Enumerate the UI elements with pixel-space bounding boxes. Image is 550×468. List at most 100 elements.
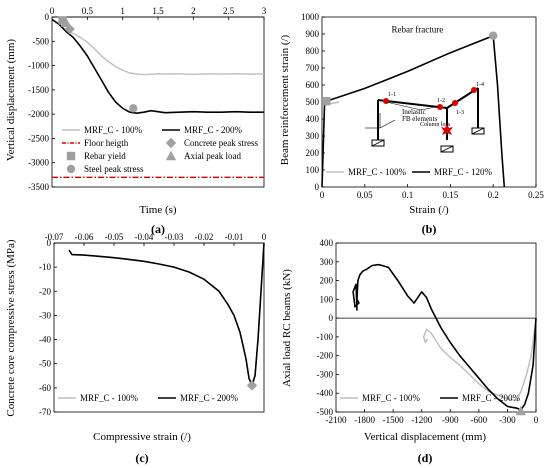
legend-swatch-square bbox=[66, 151, 76, 161]
legend-swatch-diamond bbox=[165, 137, 177, 149]
x-tick-label: -0.01 bbox=[225, 232, 244, 242]
inset-support bbox=[440, 145, 454, 153]
panel-a-ylabel: Vertical displacement (mm) bbox=[5, 39, 17, 162]
series-line-1 bbox=[51, 18, 265, 76]
inset-label-line: FB elements bbox=[402, 115, 437, 123]
data-marker-circle bbox=[129, 104, 138, 113]
x-tick-label: -0.02 bbox=[195, 232, 214, 242]
legend-label: MRF_C - 100% bbox=[84, 125, 143, 135]
inset-leader bbox=[420, 105, 441, 111]
legend-label: MRF_C - 100% bbox=[80, 393, 139, 403]
inset-support-hatch bbox=[371, 139, 385, 147]
annotation-rebar-fracture: Rebar fracture bbox=[391, 25, 443, 35]
y-tick-label: 1000 bbox=[301, 12, 320, 22]
y-tick-label: -3000 bbox=[28, 158, 49, 168]
y-tick-label: -20 bbox=[39, 286, 51, 296]
panel-c-xlabel: Compressive strain (/) bbox=[93, 431, 191, 443]
x-tick-label: 3 bbox=[262, 6, 267, 16]
y-tick-label: 700 bbox=[306, 63, 320, 73]
plot-frame bbox=[335, 242, 537, 413]
series-line-2 bbox=[68, 242, 265, 387]
legend-swatch-triangle bbox=[165, 150, 177, 161]
x-tick-label: 0.1 bbox=[402, 190, 413, 200]
legend-label: Steel peak stress bbox=[84, 164, 144, 174]
inset-label: 1-3 bbox=[456, 110, 464, 116]
legend-label: MRF_C - 120% bbox=[434, 167, 493, 177]
x-tick-label: 2 bbox=[191, 6, 196, 16]
y-tick-label: -200 bbox=[317, 351, 334, 361]
legend-label: Axial peak load bbox=[184, 151, 241, 161]
legend-label: MRF_C - 200% bbox=[180, 393, 239, 403]
y-tick-label: 100 bbox=[306, 165, 320, 175]
legend-label: MRF_C - 200% bbox=[462, 393, 521, 403]
y-tick-label: 200 bbox=[320, 276, 334, 286]
y-tick-label: 0 bbox=[47, 238, 52, 248]
inset-leader bbox=[385, 101, 422, 111]
x-tick-label: -0.03 bbox=[165, 232, 184, 242]
y-tick-label: -2000 bbox=[28, 109, 49, 119]
y-tick-label: -1500 bbox=[28, 85, 49, 95]
x-tick-label: -0.04 bbox=[135, 232, 154, 242]
y-tick-label: 500 bbox=[306, 97, 320, 107]
x-tick-label: -0.06 bbox=[75, 232, 94, 242]
x-tick-label: 0.05 bbox=[357, 190, 373, 200]
x-tick-label: 0.15 bbox=[443, 190, 459, 200]
inset-node bbox=[452, 100, 458, 106]
y-tick-label: -500 bbox=[317, 407, 334, 417]
legend-swatch-circle bbox=[66, 164, 76, 174]
y-tick-label: 100 bbox=[320, 294, 334, 304]
legend-label: MRF_C - 100% bbox=[362, 393, 421, 403]
inset-axis-line bbox=[379, 119, 396, 129]
data-marker-diamond bbox=[246, 380, 258, 391]
x-tick-label: -1800 bbox=[354, 415, 375, 425]
legend-label: Concrete peak stress bbox=[184, 138, 258, 148]
panel-d-xlabel: Vertical displacement (mm) bbox=[364, 431, 487, 443]
panel-b-chart: Beam reinforcement strain (/) Strain (/)… bbox=[279, 12, 544, 236]
y-tick-label: 300 bbox=[320, 257, 334, 267]
x-tick-label: -900 bbox=[442, 415, 459, 425]
inset-node bbox=[437, 104, 443, 110]
panel-d-chart: Axial load RC beams (kN) Vertical displa… bbox=[281, 238, 539, 465]
series-line-1 bbox=[422, 318, 537, 402]
inset-label: 1-4 bbox=[476, 82, 484, 88]
x-tick-label: 1.5 bbox=[152, 6, 164, 16]
inset-node bbox=[383, 98, 389, 104]
plot-frame bbox=[321, 16, 537, 188]
y-tick-label: 0 bbox=[315, 182, 320, 192]
data-marker-circle bbox=[489, 31, 498, 40]
legend-label: Rebar yield bbox=[84, 151, 126, 161]
x-tick-label: 0.5 bbox=[82, 6, 94, 16]
inset-support-hatch bbox=[471, 127, 485, 135]
legend: MRF_C - 100% MRF_C - 120% bbox=[326, 167, 493, 177]
y-tick-label: 0 bbox=[45, 12, 50, 22]
x-tick-label: 0.25 bbox=[528, 190, 544, 200]
y-tick-label: -60 bbox=[39, 383, 51, 393]
y-tick-label: -1000 bbox=[28, 61, 49, 71]
x-tick-label: 0.2 bbox=[488, 190, 499, 200]
panel-a-label: (a) bbox=[151, 222, 165, 236]
inset-support bbox=[471, 127, 485, 135]
y-tick-label: -50 bbox=[39, 359, 51, 369]
x-tick-label: -300 bbox=[499, 415, 516, 425]
inset-label-line: Inelastic bbox=[402, 108, 426, 116]
y-tick-label: 200 bbox=[306, 148, 320, 158]
y-tick-label: -70 bbox=[39, 407, 51, 417]
inset-support bbox=[371, 139, 385, 147]
legend: MRF_C - 100% MRF_C - 200% bbox=[58, 393, 239, 403]
panel-a-xlabel: Time (s) bbox=[139, 204, 177, 216]
x-tick-label: 2.5 bbox=[223, 6, 235, 16]
y-tick-label: -3500 bbox=[28, 182, 49, 192]
y-tick-label: -30 bbox=[39, 310, 51, 320]
y-tick-label: 0 bbox=[329, 313, 334, 323]
inset-beam-left bbox=[377, 99, 448, 109]
y-tick-label: -40 bbox=[39, 335, 51, 345]
data-marker-square bbox=[322, 96, 331, 106]
panel-b-xlabel: Strain (/) bbox=[409, 204, 449, 216]
y-tick-label: 600 bbox=[306, 80, 320, 90]
x-tick-label: -1200 bbox=[411, 415, 432, 425]
x-tick-label: 0 bbox=[320, 190, 325, 200]
x-tick-label: -0.05 bbox=[105, 232, 124, 242]
data-marker-square bbox=[58, 16, 67, 25]
x-tick-label: 0 bbox=[262, 232, 267, 242]
